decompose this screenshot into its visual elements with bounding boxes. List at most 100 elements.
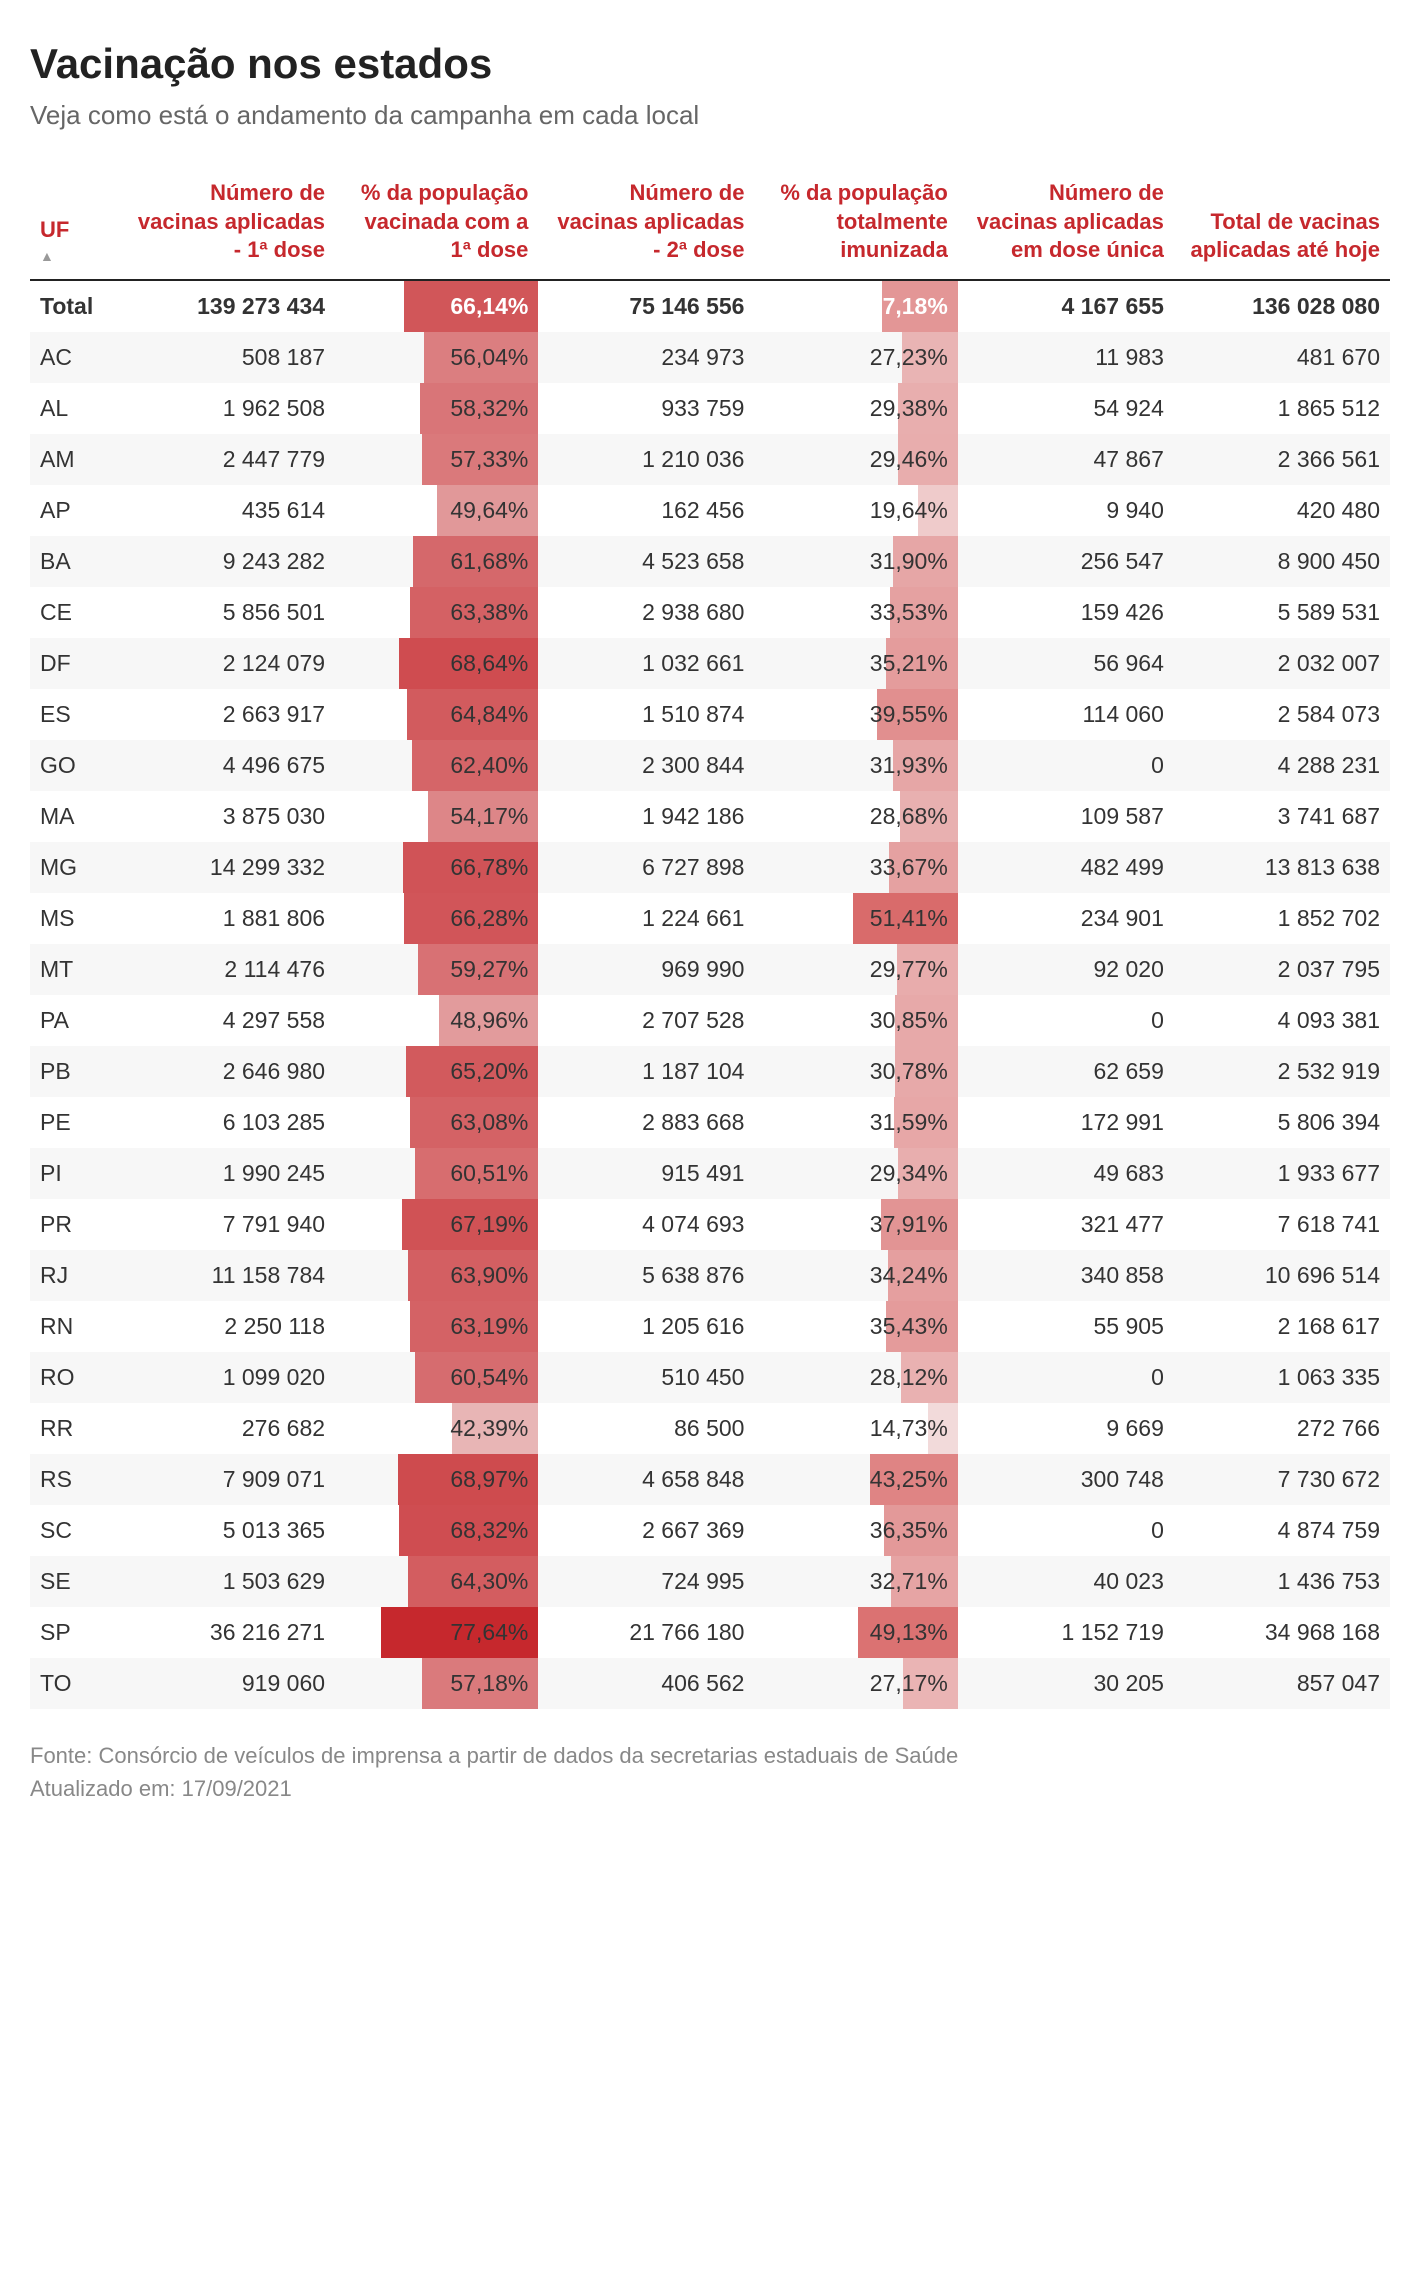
bar-cell: 29,38% [754, 383, 957, 434]
cell-unica-n: 9 940 [958, 485, 1174, 536]
bar-cell: 65,20% [335, 1046, 538, 1097]
cell-total-n: 4 874 759 [1174, 1505, 1390, 1556]
cell-uf: AC [30, 332, 119, 383]
bar-cell: 60,51% [335, 1148, 538, 1199]
col-header-dose2-pct[interactable]: % da população totalmente imunizada [754, 171, 957, 280]
bar-cell: 14,73% [754, 1403, 957, 1454]
cell-unica-n: 321 477 [958, 1199, 1174, 1250]
cell-total-n: 2 168 617 [1174, 1301, 1390, 1352]
cell-dose2-n: 406 562 [538, 1658, 754, 1709]
col-header-total-n[interactable]: Total de vacinas aplicadas até hoje [1174, 171, 1390, 280]
cell-total-n: 2 584 073 [1174, 689, 1390, 740]
bar-cell: 36,35% [754, 1505, 957, 1556]
cell-uf: PA [30, 995, 119, 1046]
cell-unica-n: 54 924 [958, 383, 1174, 434]
cell-unica-n: 4 167 655 [958, 280, 1174, 332]
bar-cell: 66,28% [335, 893, 538, 944]
cell-dose2-n: 4 523 658 [538, 536, 754, 587]
cell-dose2-n: 75 146 556 [538, 280, 754, 332]
bar-cell: 63,08% [335, 1097, 538, 1148]
sort-arrow-icon: ▲ [40, 247, 109, 265]
cell-total-n: 2 366 561 [1174, 434, 1390, 485]
cell-uf: MA [30, 791, 119, 842]
cell-unica-n: 40 023 [958, 1556, 1174, 1607]
bar-cell: 60,54% [335, 1352, 538, 1403]
cell-dose2-n: 1 510 874 [538, 689, 754, 740]
cell-dose2-n: 4 658 848 [538, 1454, 754, 1505]
bar-cell: 61,68% [335, 536, 538, 587]
cell-dose1-n: 7 791 940 [119, 1199, 335, 1250]
cell-dose2-n: 969 990 [538, 944, 754, 995]
bar-cell: 33,53% [754, 587, 957, 638]
footer-updated: Atualizado em: 17/09/2021 [30, 1772, 1390, 1805]
cell-dose1-n: 1 881 806 [119, 893, 335, 944]
cell-unica-n: 11 983 [958, 332, 1174, 383]
bar-cell: 48,96% [335, 995, 538, 1046]
cell-uf: DF [30, 638, 119, 689]
cell-dose2-n: 86 500 [538, 1403, 754, 1454]
cell-unica-n: 159 426 [958, 587, 1174, 638]
table-row: PA 4 297 558 48,96% 2 707 528 30,85% 0 4… [30, 995, 1390, 1046]
table-row: ES 2 663 917 64,84% 1 510 874 39,55% 114… [30, 689, 1390, 740]
col-header-uf[interactable]: UF ▲ [30, 171, 119, 280]
cell-dose1-n: 2 646 980 [119, 1046, 335, 1097]
cell-dose1-n: 2 250 118 [119, 1301, 335, 1352]
bar-cell: 30,85% [754, 995, 957, 1046]
col-header-dose1-n[interactable]: Número de vacinas aplicadas - 1ª dose [119, 171, 335, 280]
cell-dose2-n: 4 074 693 [538, 1199, 754, 1250]
cell-unica-n: 9 669 [958, 1403, 1174, 1454]
cell-dose2-n: 6 727 898 [538, 842, 754, 893]
cell-total-n: 2 037 795 [1174, 944, 1390, 995]
page-title: Vacinação nos estados [30, 40, 1390, 88]
bar-cell: 68,97% [335, 1454, 538, 1505]
cell-unica-n: 482 499 [958, 842, 1174, 893]
bar-cell: 30,78% [754, 1046, 957, 1097]
table-row: DF 2 124 079 68,64% 1 032 661 35,21% 56 … [30, 638, 1390, 689]
bar-cell: 68,32% [335, 1505, 538, 1556]
cell-dose1-n: 36 216 271 [119, 1607, 335, 1658]
cell-dose2-n: 234 973 [538, 332, 754, 383]
cell-total-n: 420 480 [1174, 485, 1390, 536]
cell-uf: PE [30, 1097, 119, 1148]
bar-cell: 57,33% [335, 434, 538, 485]
cell-dose2-n: 1 187 104 [538, 1046, 754, 1097]
table-row: RN 2 250 118 63,19% 1 205 616 35,43% 55 … [30, 1301, 1390, 1352]
cell-dose2-n: 2 300 844 [538, 740, 754, 791]
cell-dose1-n: 1 503 629 [119, 1556, 335, 1607]
table-row: PR 7 791 940 67,19% 4 074 693 37,91% 321… [30, 1199, 1390, 1250]
cell-total-n: 34 968 168 [1174, 1607, 1390, 1658]
bar-cell: 64,84% [335, 689, 538, 740]
bar-cell: 63,38% [335, 587, 538, 638]
bar-cell: 42,39% [335, 1403, 538, 1454]
cell-dose2-n: 2 707 528 [538, 995, 754, 1046]
vaccination-table: UF ▲ Número de vacinas aplicadas - 1ª do… [30, 171, 1390, 1709]
cell-dose1-n: 1 099 020 [119, 1352, 335, 1403]
cell-uf: RR [30, 1403, 119, 1454]
table-row: CE 5 856 501 63,38% 2 938 680 33,53% 159… [30, 587, 1390, 638]
cell-uf: GO [30, 740, 119, 791]
table-row: AM 2 447 779 57,33% 1 210 036 29,46% 47 … [30, 434, 1390, 485]
col-header-unica-n[interactable]: Número de vacinas aplicadas em dose únic… [958, 171, 1174, 280]
cell-dose2-n: 1 032 661 [538, 638, 754, 689]
cell-unica-n: 109 587 [958, 791, 1174, 842]
col-header-dose2-n[interactable]: Número de vacinas aplicadas - 2ª dose [538, 171, 754, 280]
cell-dose1-n: 1 990 245 [119, 1148, 335, 1199]
cell-uf: SP [30, 1607, 119, 1658]
cell-unica-n: 30 205 [958, 1658, 1174, 1709]
cell-uf: SE [30, 1556, 119, 1607]
cell-dose1-n: 508 187 [119, 332, 335, 383]
cell-dose2-n: 21 766 180 [538, 1607, 754, 1658]
cell-uf: MT [30, 944, 119, 995]
table-row: AC 508 187 56,04% 234 973 27,23% 11 983 … [30, 332, 1390, 383]
col-header-dose1-pct[interactable]: % da população vacinada com a 1ª dose [335, 171, 538, 280]
cell-uf: PI [30, 1148, 119, 1199]
cell-dose1-n: 2 663 917 [119, 689, 335, 740]
cell-dose1-n: 3 875 030 [119, 791, 335, 842]
cell-unica-n: 0 [958, 995, 1174, 1046]
cell-uf: AP [30, 485, 119, 536]
bar-cell: 66,78% [335, 842, 538, 893]
cell-uf: MG [30, 842, 119, 893]
cell-total-n: 1 865 512 [1174, 383, 1390, 434]
bar-cell: 28,68% [754, 791, 957, 842]
cell-uf: Total [30, 280, 119, 332]
